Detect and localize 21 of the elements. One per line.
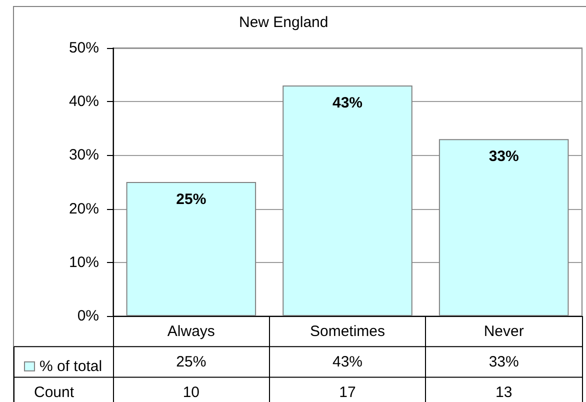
text: 13 (495, 384, 512, 401)
data-label: 33% (488, 353, 519, 370)
y-tick-label: 20% (68, 200, 99, 218)
y-tick-label: 50% (68, 40, 99, 56)
x-tick-label: Never (484, 323, 524, 340)
text: 25% (176, 191, 206, 208)
text: 10 (182, 384, 200, 401)
text: 17 (339, 384, 356, 401)
text: 43% (332, 94, 363, 112)
x-tick-label: Always (167, 323, 215, 340)
legend-label: % of total (40, 358, 102, 375)
y-tick-label: 30% (68, 146, 99, 164)
chart-title: New England (239, 14, 328, 31)
text: 33% (488, 148, 519, 166)
y-tick-label: 10% (68, 254, 99, 271)
data-label: 25% (176, 353, 206, 370)
x-tick-label: Sometimes (310, 323, 386, 340)
y-tick-label: 0% (77, 308, 99, 324)
y-tick-label: 40% (68, 93, 99, 110)
text: Count (34, 384, 75, 401)
data-label: 43% (332, 353, 363, 370)
